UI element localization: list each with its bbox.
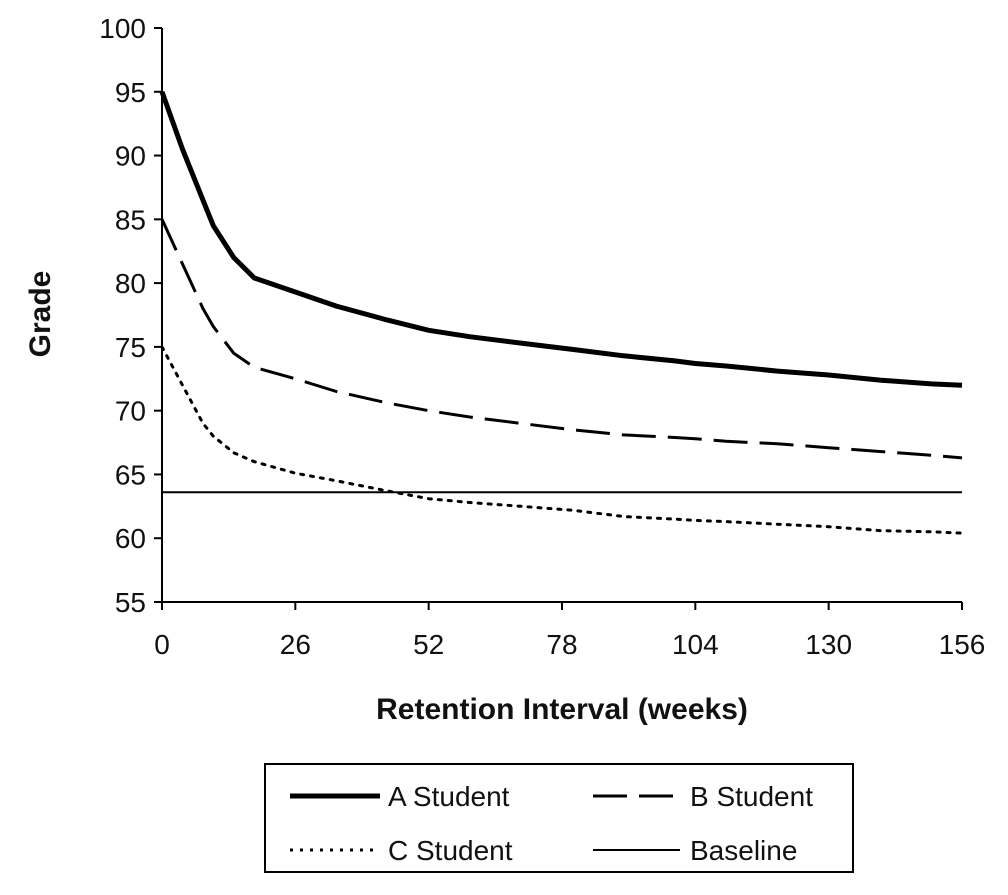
legend-box — [264, 763, 854, 873]
x-tick-label: 156 — [939, 629, 986, 660]
y-tick-label: 95 — [115, 77, 146, 108]
x-tick-label: 104 — [672, 629, 719, 660]
x-tick-label: 78 — [546, 629, 577, 660]
series-line-a-student — [159, 90, 963, 388]
y-tick-label: 65 — [115, 459, 146, 490]
y-tick-label: 90 — [115, 141, 146, 172]
x-tick-label: 26 — [280, 629, 311, 660]
x-ticks: 0 26 52 78 104 130 156 — [154, 602, 985, 660]
x-tick-label: 130 — [805, 629, 852, 660]
x-tick-label: 0 — [154, 629, 170, 660]
legend-label: B Student — [690, 781, 813, 812]
series-layer — [159, 90, 964, 535]
y-ticks: 55 60 65 70 75 80 85 90 95 100 — [99, 13, 162, 618]
y-tick-label: 85 — [115, 204, 146, 235]
series-line-b-student — [160, 218, 963, 460]
x-axis-title: Retention Interval (weeks) — [376, 693, 748, 726]
y-tick-label: 100 — [99, 13, 146, 44]
y-tick-label: 55 — [115, 587, 146, 618]
x-tick-label: 52 — [413, 629, 444, 660]
y-axis-title: Grade — [24, 271, 57, 358]
legend-items: A Student B Student C Student Baseline — [290, 781, 813, 866]
legend: A Student B Student C Student Baseline — [264, 763, 854, 873]
axes-layer: 55 60 65 70 75 80 85 90 95 100 0 26 52 78 104 130 156 — [99, 13, 985, 660]
y-tick-label: 60 — [115, 523, 146, 554]
y-tick-label: 80 — [115, 268, 146, 299]
legend-label: A Student — [388, 781, 510, 812]
legend-label: C Student — [388, 835, 513, 866]
y-tick-label: 70 — [115, 396, 146, 427]
y-tick-label: 75 — [115, 332, 146, 363]
legend-label: Baseline — [690, 835, 797, 866]
